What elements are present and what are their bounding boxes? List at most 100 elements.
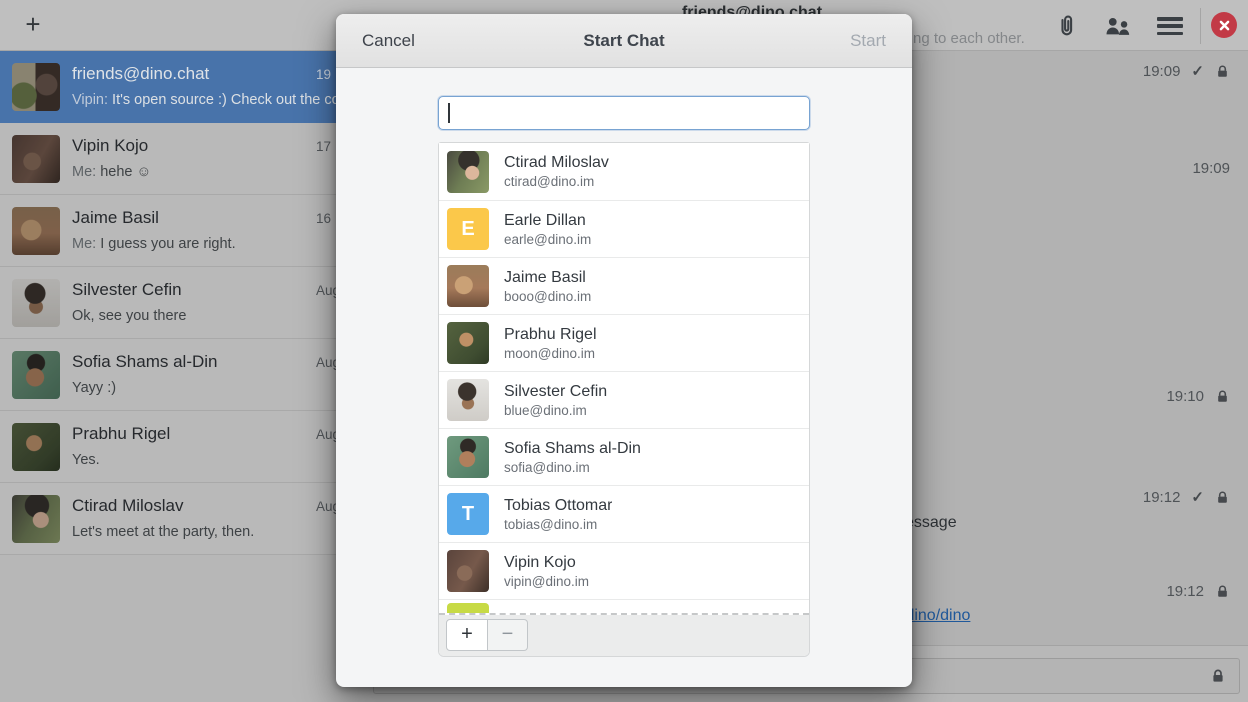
contact-info: Tobias Ottomar tobias@dino.im [504, 496, 612, 533]
conversation-time: 19 [316, 67, 332, 82]
preview-sender-prefix: Vipin: [72, 92, 109, 108]
delivered-check-icon: ✓ [1191, 489, 1204, 506]
conversation-preview: Ok, see you there [72, 308, 186, 324]
contact-row[interactable]: Silvester Cefin blue@dino.im [439, 371, 809, 428]
encryption-lock-icon [1215, 490, 1230, 505]
contact-name: Tobias Ottomar [504, 496, 613, 514]
search-input[interactable] [438, 96, 810, 130]
conversation-item[interactable]: Sofia Shams al-Din Aug Yayy :) [0, 339, 360, 411]
preview-text: Yes. [72, 452, 100, 468]
avatar [12, 207, 60, 255]
preview-sender-prefix: Me: [72, 164, 97, 180]
encryption-lock-icon [1215, 584, 1230, 599]
conversation-name: Prabhu Rigel [72, 424, 171, 443]
contact-jid: tobias@dino.im [504, 516, 598, 532]
conversation-name: Jaime Basil [72, 208, 159, 227]
preview-text: It's open source :) Check out the co [112, 92, 340, 108]
avatar [447, 379, 489, 421]
avatar: E [447, 208, 489, 250]
conversation-name: Ctirad Miloslav [72, 496, 184, 515]
avatar [447, 603, 489, 613]
contact-name: Jaime Basil [504, 268, 586, 286]
menu-hamburger-icon[interactable] [1157, 17, 1183, 35]
message-meta: 19:12 [1166, 583, 1230, 600]
avatar [12, 351, 60, 399]
message-time: 19:12 [1166, 583, 1204, 600]
conversation-preview: Let's meet at the party, then. [72, 524, 254, 540]
contact-row[interactable]: Prabhu Rigel moon@dino.im [439, 314, 809, 371]
message-text-fragment: essage [905, 514, 957, 531]
add-conversation-button[interactable]: + [25, 9, 41, 39]
contact-jid: sofia@dino.im [504, 459, 590, 475]
add-contact-button[interactable]: + [446, 619, 488, 651]
message-meta: 19:09 [1192, 160, 1230, 177]
contact-row[interactable]: E Earle Dillan earle@dino.im [439, 200, 809, 257]
conversation-preview: Me: hehe ☺ [72, 164, 151, 180]
contact-jid: blue@dino.im [504, 402, 587, 418]
contact-info: Silvester Cefin blue@dino.im [504, 382, 607, 419]
start-button[interactable]: Start [850, 30, 886, 50]
message-meta: 19:10 [1166, 388, 1230, 405]
conversation-item[interactable]: Prabhu Rigel Aug Yes. [0, 411, 360, 483]
message-time: 19:09 [1192, 160, 1230, 177]
contact-name: Earle Dillan [504, 211, 586, 229]
contact-row[interactable]: Sofia Shams al-Din sofia@dino.im [439, 428, 809, 485]
conversation-preview: Me: I guess you are right. [72, 236, 236, 252]
avatar [12, 135, 60, 183]
contact-info: Ctirad Miloslav ctirad@dino.im [504, 153, 609, 190]
contact-jid: vipin@dino.im [504, 573, 589, 589]
contact-row[interactable]: Ctirad Miloslav ctirad@dino.im [439, 143, 809, 200]
avatar: T [447, 493, 489, 535]
preview-text: Yayy :) [72, 380, 117, 396]
contact-jid: ctirad@dino.im [504, 174, 595, 189]
conversation-time: Aug [316, 499, 341, 514]
list-scroll-divider [439, 613, 809, 615]
conversation-item[interactable]: Silvester Cefin Aug Ok, see you there [0, 267, 360, 339]
contact-info: Jaime Basil booo@dino.im [504, 268, 591, 305]
occupants-people-icon[interactable] [1103, 15, 1133, 38]
conversation-item[interactable]: friends@dino.chat 19 Vipin: It's open sour… [0, 51, 360, 123]
cancel-button[interactable]: Cancel [362, 30, 415, 50]
contact-list: Ctirad Miloslav ctirad@dino.im E Earle Dill… [438, 142, 810, 657]
contact-jid: earle@dino.im [504, 231, 592, 247]
contact-row[interactable]: Jaime Basil booo@dino.im [439, 257, 809, 314]
avatar [12, 279, 60, 327]
conversation-sidebar: friends@dino.chat 19 Vipin: It's open sour… [0, 51, 360, 702]
preview-text: I guess you are right. [100, 236, 236, 252]
text-cursor [448, 103, 450, 123]
conversation-item[interactable]: Jaime Basil 16 Me: I guess you are right. [0, 195, 360, 267]
attach-paperclip-icon[interactable] [1056, 13, 1077, 39]
encryption-lock-icon [1215, 389, 1230, 404]
delivered-check-icon: ✓ [1191, 63, 1204, 80]
contact-row-partial[interactable] [439, 599, 809, 613]
avatar [12, 423, 60, 471]
encryption-lock-icon [1210, 668, 1226, 684]
conversation-preview: Vipin: It's open source :) Check out the… [72, 92, 340, 108]
start-chat-dialog: Cancel Start Chat Start Ctirad Miloslav c… [336, 14, 912, 687]
preview-sender-prefix: Me: [72, 236, 97, 252]
message-link[interactable]: /dino/dino [901, 607, 971, 624]
list-toolbar: + − [439, 615, 809, 656]
contact-info: Vipin Kojo vipin@dino.im [504, 553, 589, 590]
conversation-name: Vipin Kojo [72, 136, 149, 155]
remove-contact-button[interactable]: − [488, 619, 528, 651]
close-icon[interactable] [1211, 12, 1237, 38]
conversation-time: Aug [316, 355, 341, 370]
avatar [447, 550, 489, 592]
conversation-item[interactable]: Vipin Kojo 17 Me: hehe ☺ [0, 123, 360, 195]
avatar [12, 63, 60, 111]
message-time: 19:12 [1142, 488, 1181, 506]
preview-text: Ok, see you there [72, 308, 187, 324]
avatar [447, 265, 489, 307]
conversation-time: 17 [316, 139, 332, 154]
avatar [12, 495, 60, 543]
conversation-item[interactable]: Ctirad Miloslav Aug Let's meet at the part… [0, 483, 360, 555]
message-meta: 19:09 ✓ [1143, 62, 1230, 80]
contact-row[interactable]: Vipin Kojo vipin@dino.im [439, 542, 809, 599]
conversation-preview: Yayy :) [72, 380, 116, 396]
contact-row[interactable]: T Tobias Ottomar tobias@dino.im [439, 485, 809, 542]
contact-info: Sofia Shams al-Din sofia@dino.im [504, 439, 641, 476]
avatar [447, 150, 489, 193]
contact-name: Ctirad Miloslav [504, 154, 609, 171]
